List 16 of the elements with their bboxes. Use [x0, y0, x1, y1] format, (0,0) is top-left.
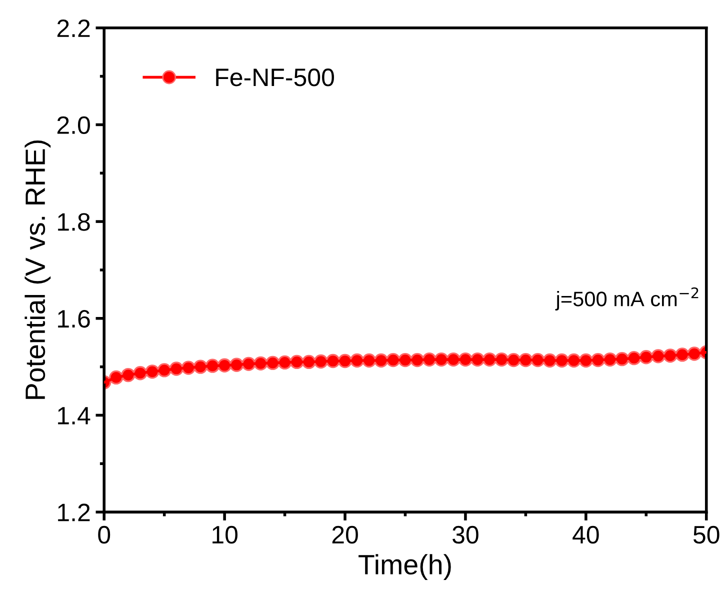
x-tick-label: 30	[452, 526, 478, 544]
legend-label: Fe-NF-500	[216, 68, 334, 86]
x-tick-label: 20	[332, 526, 358, 544]
y-tick-label: 1.4	[58, 407, 90, 424]
y-tick-label: 2.0	[57, 116, 90, 134]
x-tick-label: 50	[693, 526, 720, 544]
y-tick-label: 1.2	[58, 504, 90, 522]
y-tick-label: 1.8	[58, 213, 90, 231]
x-tick-label: 10	[212, 526, 238, 544]
annotation: j=500 mA cm$^{−2}$	[555, 287, 698, 310]
y-axis-title: Potential (V vs. RHE)	[24, 140, 51, 399]
y-tick-label: 1.6	[58, 310, 90, 328]
x-tick-label: 0	[98, 526, 110, 544]
x-tick-label: 40	[572, 526, 599, 544]
y-tick-label: 2.2	[57, 19, 90, 37]
x-axis-title: Time(h)	[358, 554, 451, 580]
